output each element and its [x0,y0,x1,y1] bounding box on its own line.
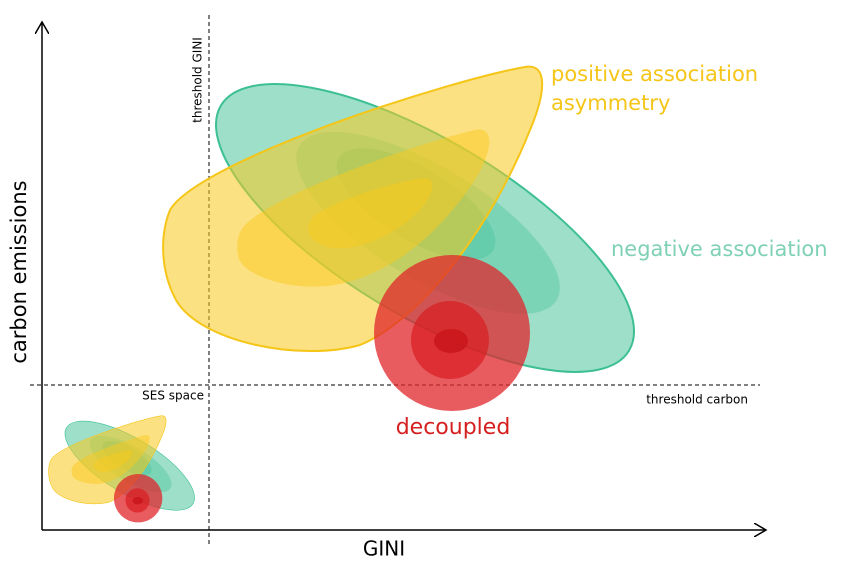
y-axis-label: carbon emissions [7,180,31,363]
small-clusters [48,403,208,528]
decoupled-label: decoupled [396,415,511,440]
positive-label: positive association [551,62,758,86]
negative-label: negative association [611,237,828,261]
region-label: SES space [142,389,204,403]
carbon-threshold-label: threshold carbon [646,393,748,407]
positive-label: asymmetry [551,91,670,115]
gini-threshold-label: threshold GINI [191,37,205,123]
main-clusters [162,28,676,428]
x-axis-label: GINI [363,537,405,561]
